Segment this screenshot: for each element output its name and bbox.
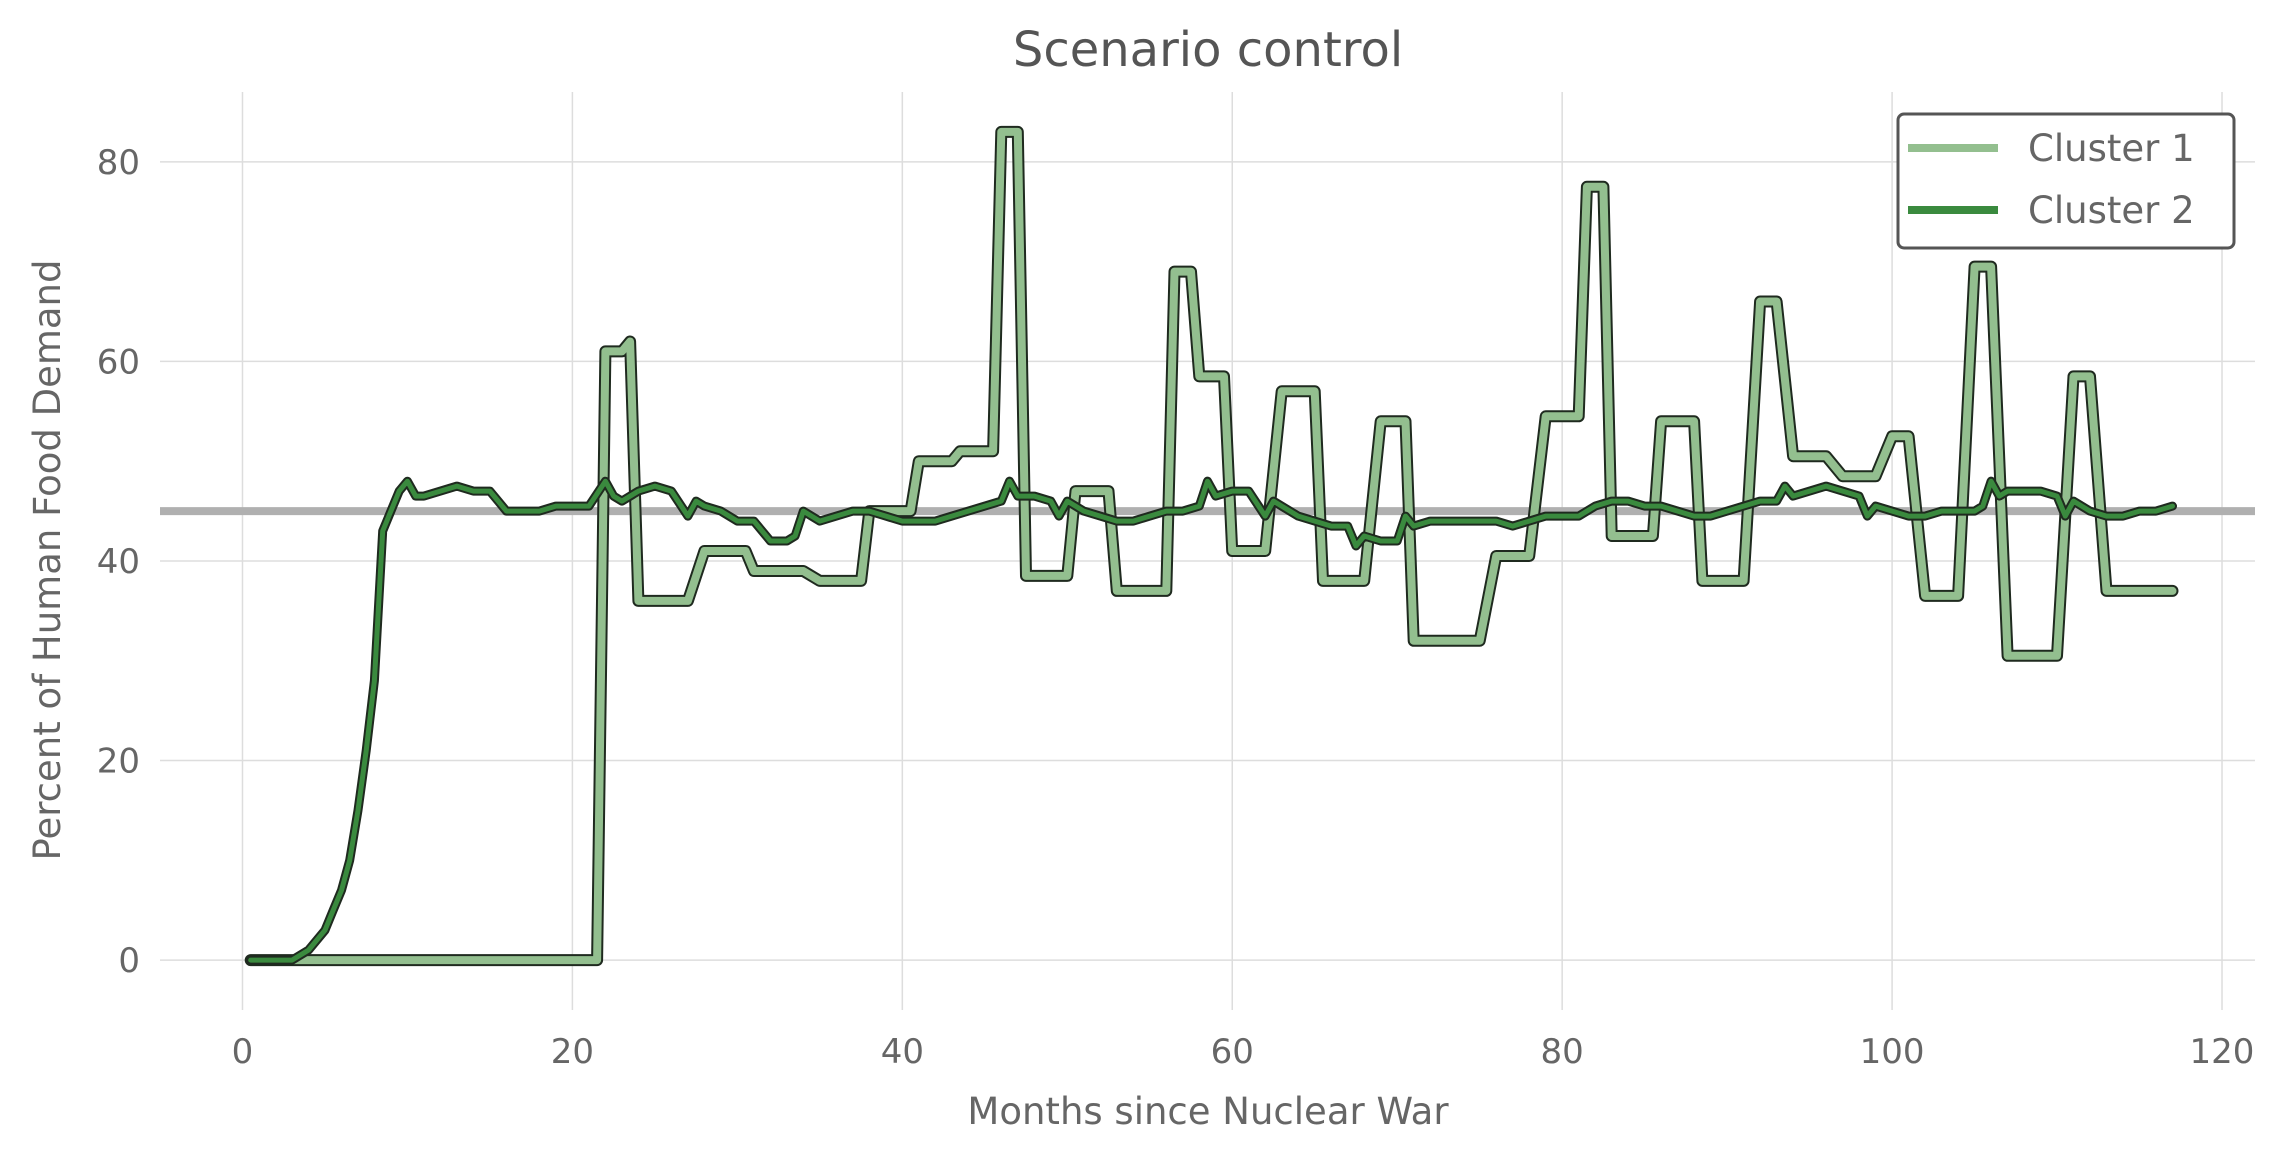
grid xyxy=(160,92,2255,1010)
x-tick-labels: 0 20 40 60 80 100 120 xyxy=(232,1032,2255,1072)
series-outline-2 xyxy=(246,476,2177,965)
legend: Cluster 1 Cluster 2 xyxy=(1896,112,2236,250)
y-tick-label: 40 xyxy=(97,542,140,582)
x-tick-label: 40 xyxy=(881,1032,924,1072)
y-tick-label: 0 xyxy=(118,941,140,981)
series-2 xyxy=(246,476,2177,965)
x-tick-label: 80 xyxy=(1541,1032,1584,1072)
y-tick-label: 60 xyxy=(97,342,140,382)
series-layer xyxy=(244,125,2179,967)
legend-label-2: Cluster 2 xyxy=(2028,189,2195,232)
x-axis-label: Months since Nuclear War xyxy=(967,1090,1449,1133)
series-outline-1 xyxy=(244,125,2179,967)
y-axis-label: Percent of Human Food Demand xyxy=(26,260,69,861)
legend-label-1: Cluster 1 xyxy=(2028,127,2195,170)
series-line-2 xyxy=(248,478,2175,963)
x-tick-label: 100 xyxy=(1860,1032,1925,1072)
x-tick-label: 120 xyxy=(2190,1032,2255,1072)
y-tick-labels: 0 20 40 60 80 xyxy=(97,143,140,981)
x-tick-label: 60 xyxy=(1211,1032,1254,1072)
chart-title: Scenario control xyxy=(1013,22,1403,78)
series-1 xyxy=(244,125,2179,967)
y-tick-label: 20 xyxy=(97,742,140,782)
series-line-1 xyxy=(246,127,2177,965)
y-tick-label: 80 xyxy=(97,143,140,183)
x-tick-label: 0 xyxy=(232,1032,254,1072)
x-tick-label: 20 xyxy=(551,1032,594,1072)
